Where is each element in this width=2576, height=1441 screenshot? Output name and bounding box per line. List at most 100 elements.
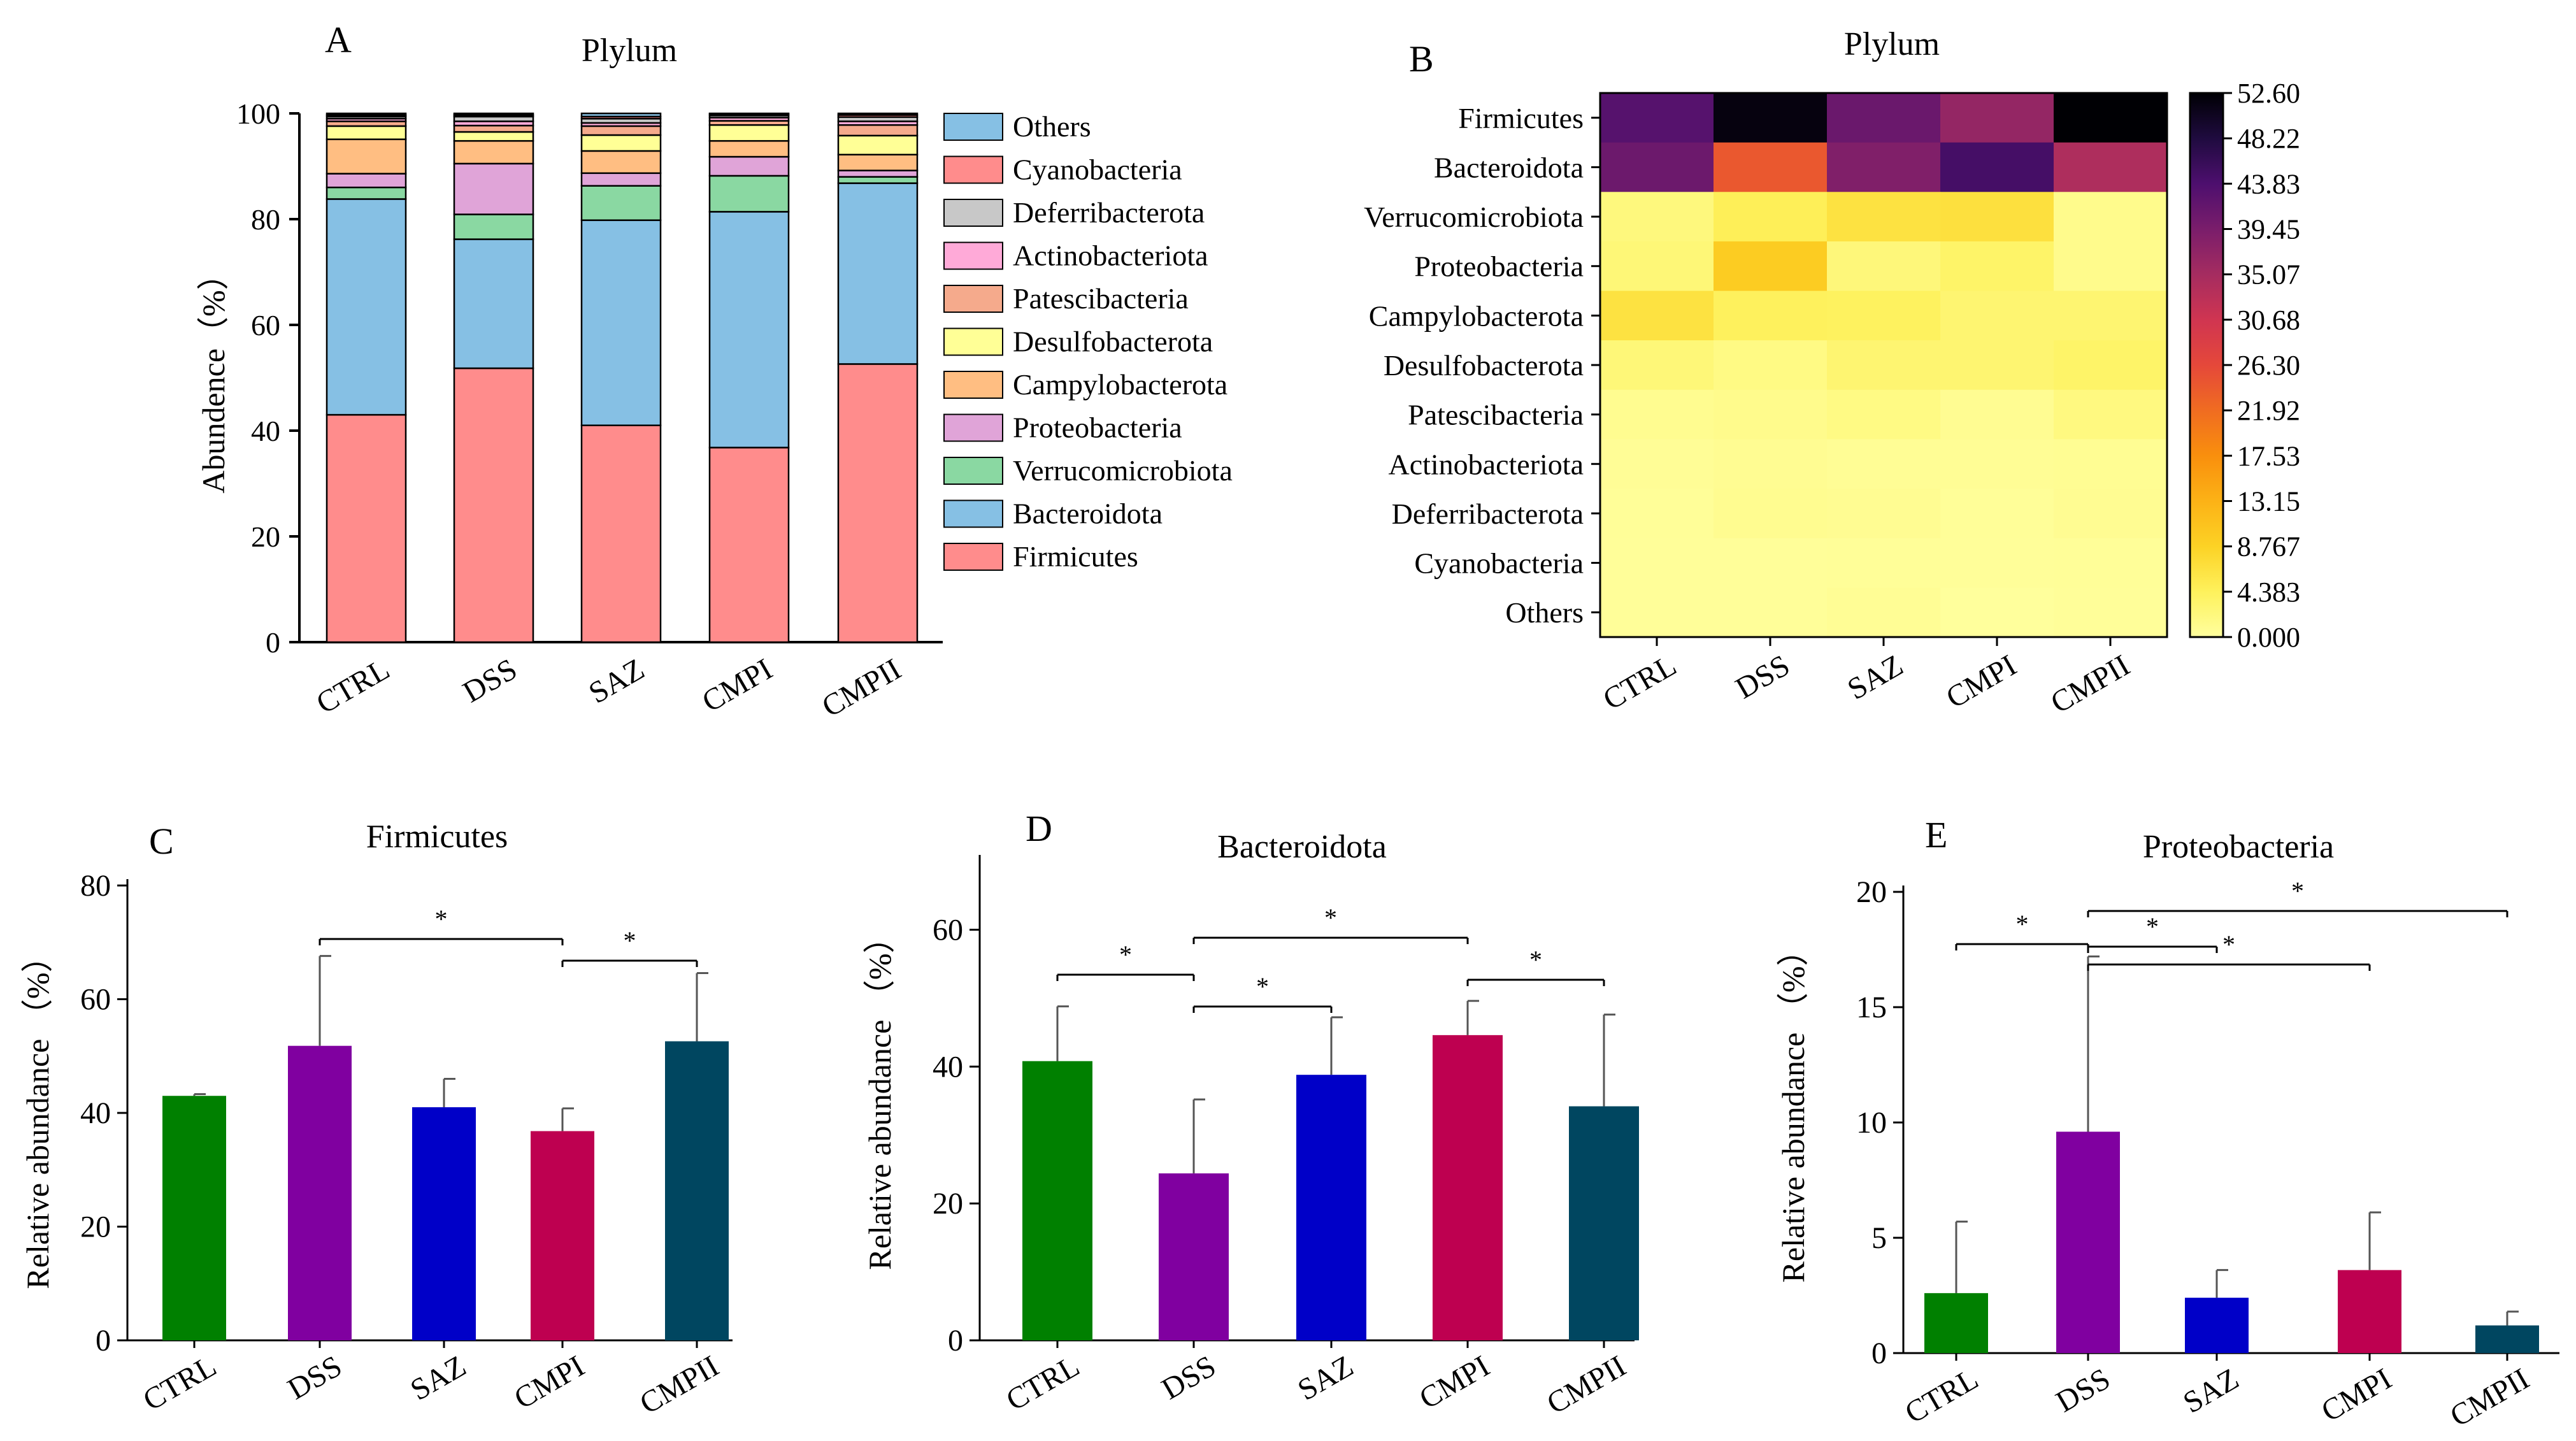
panel-a-legend-swatch-bacteroidota xyxy=(943,499,1003,528)
panel-d-x-tick-label: CMPII xyxy=(1542,1349,1632,1421)
panel-d-x-tick-label: DSS xyxy=(1156,1349,1222,1407)
panel-a-bar-ctrl-firmicutes xyxy=(326,413,407,643)
panel-e-y-tick-label: 20 xyxy=(1856,875,1887,909)
panel-b-cell-verrucomicrobiota-ctrl xyxy=(1600,192,1714,242)
panel-c-y-tick-label: 40 xyxy=(80,1096,111,1130)
panel-a-legend-swatch-actinobacteriota xyxy=(943,241,1003,270)
panel-a-y-tick-label: 0 xyxy=(266,626,280,659)
panel-d-y-tick-label: 0 xyxy=(948,1324,963,1358)
panel-c-bar-cmpi xyxy=(531,1131,594,1340)
panel-a-legend-label-desulfobacterota: Desulfobacterota xyxy=(1013,326,1213,358)
panel-d-x-tick-label: SAZ xyxy=(1292,1349,1359,1407)
panel-b-cell-actinobacteriota-cmpii xyxy=(2054,439,2168,489)
panel-b-cell-proteobacteria-ctrl xyxy=(1600,241,1714,292)
panel-b-cell-firmicutes-saz xyxy=(1827,93,1941,143)
panel-b-cell-cyanobacteria-cmpii xyxy=(2054,538,2168,588)
panel-b-y-tick-label: Actinobacteriota xyxy=(1388,448,1584,480)
panel-b-cell-proteobacteria-cmpi xyxy=(1940,241,2054,292)
panel-b-cell-bacteroidota-ctrl xyxy=(1600,142,1714,192)
panel-c-x-tick-label: CMPII xyxy=(634,1349,725,1421)
panel-b-x-tick-label: CMPII xyxy=(2045,649,2136,720)
panel-b-cell-desulfobacterota-cmpii xyxy=(2054,340,2168,391)
panel-b-y-tick-label: Proteobacteria xyxy=(1414,250,1584,283)
panel-a-y-axis-title: Abundence（%） xyxy=(196,258,231,493)
panel-a-x-tick-label: CMPI xyxy=(696,652,778,719)
panel-b-cell-verrucomicrobiota-cmpii xyxy=(2054,192,2168,242)
panel-b-cell-actinobacteriota-dss xyxy=(1714,439,1828,489)
panel-b-y-tick-label: Campylobacterota xyxy=(1369,299,1584,332)
panel-a-legend-swatch-desulfobacterota xyxy=(943,327,1003,356)
panel-b-y-tick-label: Desulfobacterota xyxy=(1384,349,1584,382)
panel-a-bar-ctrl-others xyxy=(326,112,407,116)
panel-b-cell-deferribacterota-cmpi xyxy=(1940,489,2054,539)
panel-b-x-tick-label: SAZ xyxy=(1842,649,1908,706)
panel-a-bar-saz-desulfobacterota xyxy=(580,134,662,152)
panel-a-bar-cmpii-patescibacteria xyxy=(837,124,919,137)
panel-d-y-tick-label: 20 xyxy=(933,1187,963,1221)
panel-a-legend-swatch-cyanobacteria xyxy=(943,155,1003,184)
panel-a-legend-label-patescibacteria: Patescibacteria xyxy=(1013,282,1189,315)
panel-b-cell-others-cmpii xyxy=(2054,587,2168,638)
panel-a-x-tick-label: DSS xyxy=(457,652,523,710)
panel-a-legend-label-deferribacterota: Deferribacterota xyxy=(1013,196,1205,229)
panel-c-x-tick-label: CMPI xyxy=(508,1349,590,1416)
panel-b-cell-campylobacterota-ctrl xyxy=(1600,290,1714,341)
panel-b-y-tick-label: Cyanobacteria xyxy=(1414,547,1584,580)
panel-d-x-tick-label: CTRL xyxy=(1001,1349,1085,1417)
panel-d-title: Bacteroidota xyxy=(1217,829,1387,865)
panel-a-legend-label-cyanobacteria: Cyanobacteria xyxy=(1013,154,1182,186)
panel-b-cell-patescibacteria-dss xyxy=(1714,389,1828,440)
panel-e-x-tick-label: SAZ xyxy=(2177,1362,2244,1420)
panel-d-significance-label: * xyxy=(1256,972,1269,1001)
panel-b-y-tick-label: Firmicutes xyxy=(1458,102,1584,134)
panel-a-bar-dss-verrucomicrobiota xyxy=(453,213,534,240)
panel-b-heatmap: Firmicutes Bacteroidota Verrucomicrobiota P… xyxy=(1364,78,2300,720)
panel-b-colorbar xyxy=(2189,92,2224,638)
panel-c-title: Firmicutes xyxy=(366,819,508,855)
panel-e-bar-ctrl xyxy=(1924,1293,1988,1353)
panel-b-cell-cyanobacteria-ctrl xyxy=(1600,538,1714,588)
panel-a-y-tick-label: 20 xyxy=(251,520,280,553)
panel-a-bar-cmpii-bacteroidota xyxy=(837,182,919,365)
panel-a-bar-saz-patescibacteria xyxy=(580,125,662,136)
panel-a-y-tick-label: 80 xyxy=(251,203,280,236)
panel-a-legend-label-bacteroidota: Bacteroidota xyxy=(1013,498,1163,530)
panel-b-colorbar-tick-label: 35.07 xyxy=(2237,259,2300,290)
panel-letter-e: E xyxy=(1925,814,1947,856)
panel-c-bar-saz xyxy=(412,1107,476,1340)
panel-a-bar-dss-firmicutes xyxy=(453,367,534,643)
panel-a-bar-cmpi-proteobacteria xyxy=(708,155,790,177)
panel-d-y-tick-label: 60 xyxy=(933,913,963,947)
panel-c-bar-dss xyxy=(288,1045,352,1340)
panel-c-y-axis-title: Relative abundance （%） xyxy=(20,940,55,1289)
panel-b-title: Plylum xyxy=(1844,26,1940,62)
panel-e-bar-chart: 0 5 10 15 20 CTRL DSS SAZ CMPI CMPII * * * * xyxy=(1856,875,2559,1433)
panel-b-colorbar-tick-label: 8.767 xyxy=(2237,531,2300,563)
panel-a-bar-saz-verrucomicrobiota xyxy=(580,185,662,221)
panel-a-legend-label-others: Others xyxy=(1013,110,1091,143)
panel-d-bar-dss xyxy=(1159,1173,1229,1340)
panel-a-legend-swatch-deferribacterota xyxy=(943,199,1003,227)
panel-b-cell-deferribacterota-dss xyxy=(1714,489,1828,539)
panel-b-x-tick-label: CMPI xyxy=(1940,649,2022,715)
panel-c-x-tick-label: DSS xyxy=(282,1349,348,1407)
panel-d-bar-saz xyxy=(1296,1075,1366,1340)
panel-b-cell-campylobacterota-cmpi xyxy=(1940,290,2054,341)
panel-e-bar-cmpi xyxy=(2338,1270,2401,1353)
panel-a-title: Plylum xyxy=(582,32,677,69)
panel-a-bar-dss-campylobacterota xyxy=(453,140,534,165)
panel-b-colorbar-tick-label: 21.92 xyxy=(2237,395,2300,426)
panel-a-bar-cmpi-desulfobacterota xyxy=(708,124,790,142)
panel-b-cell-firmicutes-ctrl xyxy=(1600,93,1714,143)
panel-b-cell-desulfobacterota-dss xyxy=(1714,340,1828,391)
panel-d-significance-label: * xyxy=(1119,940,1132,969)
panel-a-y-tick-label: 40 xyxy=(251,415,280,447)
panel-e-y-axis-title: Relative abundance （%） xyxy=(1775,934,1811,1282)
panel-e-significance-label: * xyxy=(2291,877,2304,905)
panel-e-significance-label: * xyxy=(2222,930,2235,959)
panel-a-bar-dss-others xyxy=(453,112,534,116)
panel-b-cell-bacteroidota-dss xyxy=(1714,142,1828,192)
panel-a-bar-cmpi-campylobacterota xyxy=(708,140,790,158)
panel-e-y-tick-label: 5 xyxy=(1871,1221,1887,1255)
panel-a-legend-label-proteobacteria: Proteobacteria xyxy=(1013,412,1182,444)
